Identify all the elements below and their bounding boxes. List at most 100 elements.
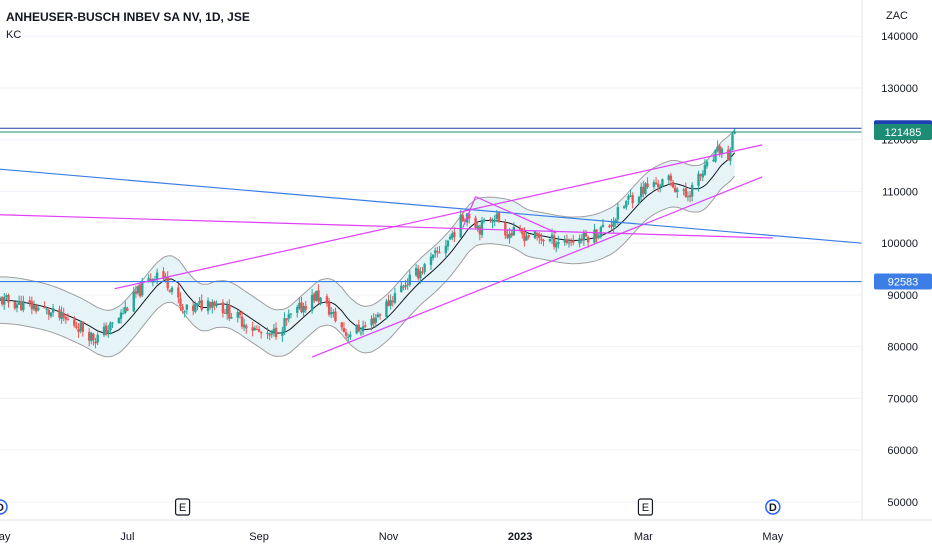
candle-body [459,214,462,238]
candle-body [206,300,210,312]
candle-body [389,300,392,306]
candle-body [565,239,569,243]
candle-body [121,313,125,315]
candle-body [406,284,409,286]
candle-body [3,296,6,305]
candle-body [357,324,361,332]
candle-body [96,334,99,343]
candle-body [676,189,679,193]
last-price-line-tag [874,124,932,141]
candle-body [495,213,499,219]
candle-body [661,179,664,187]
candle-body [111,322,114,324]
candle-body [372,317,375,324]
candle-body [332,311,335,314]
candle-body [550,234,554,239]
candle-body [597,235,600,238]
upper-wedge-line [114,144,763,290]
candle-body [727,149,730,161]
candle-body [49,312,53,317]
candle-body [659,185,662,187]
candle-body [0,298,2,300]
candle-body [64,317,68,320]
candle-body [281,331,284,337]
candle-body [637,196,641,204]
candle-body [162,271,165,279]
candle-body [417,268,420,279]
candle-body [117,317,121,324]
candle-body [330,312,333,315]
candle-body [729,149,732,161]
candle-body [682,189,685,191]
candle-body [32,305,36,310]
indicator-label[interactable]: KC [6,29,22,41]
candle-body [654,182,658,185]
candle-body [132,291,135,312]
candle-body [557,242,560,244]
candle-body [593,229,596,243]
candle-body [703,165,707,175]
candle-body [141,282,144,296]
candle-body [363,325,367,327]
triangle-right [462,196,477,228]
candle-body [612,221,615,227]
candle-body [253,327,256,331]
candle-body [595,229,598,239]
candle-body [608,225,611,227]
candle-body [60,311,63,320]
candle-body [567,242,571,244]
candle-body [476,225,479,229]
candle-body [631,195,634,204]
candle-body [731,134,734,150]
candle-body [334,311,337,322]
candle-body [13,301,17,309]
candle-body [374,317,377,323]
candle-body [81,321,85,332]
triangle-left [475,196,557,234]
candle-body [319,297,322,303]
candle-body [177,287,180,298]
candle-body [179,298,182,307]
candle-body [223,312,227,314]
candle-body [104,325,108,335]
candle-body [716,146,719,151]
candle-body [22,301,25,310]
candle-body [627,195,630,200]
candle-body [610,224,613,227]
candle-body [512,226,516,236]
candle-body [325,296,329,304]
candle-body [533,231,537,239]
candle-body [79,322,82,332]
candle-body [170,287,174,292]
candle-body [77,329,80,333]
candle-body [378,314,382,316]
candle-body [482,219,486,222]
candle-body [45,308,48,310]
candle-body [346,336,350,338]
candle-body [211,301,214,308]
candle-body [697,173,700,186]
last-price-line-tag-label: 121485 [885,127,922,139]
price-tick-label: 70000 [887,393,918,405]
candle-body [185,304,189,310]
candle-body [126,308,129,311]
time-tick-label: May [762,531,783,543]
candle-body [527,235,530,238]
dividend-marker [0,499,8,515]
candle-body [102,326,106,336]
candle-body [572,240,575,243]
candle-body [652,182,656,187]
candle-body [563,240,566,243]
candle-body [327,302,331,315]
candle-body [438,252,441,254]
candle-body [208,301,212,308]
candle-body [701,173,704,178]
candle-body [510,232,513,236]
candle-body [474,217,477,228]
candle-body [431,254,435,258]
candle-body [518,228,522,230]
candle-body [230,317,233,319]
candle-body [491,221,494,223]
candle-body [62,313,65,318]
